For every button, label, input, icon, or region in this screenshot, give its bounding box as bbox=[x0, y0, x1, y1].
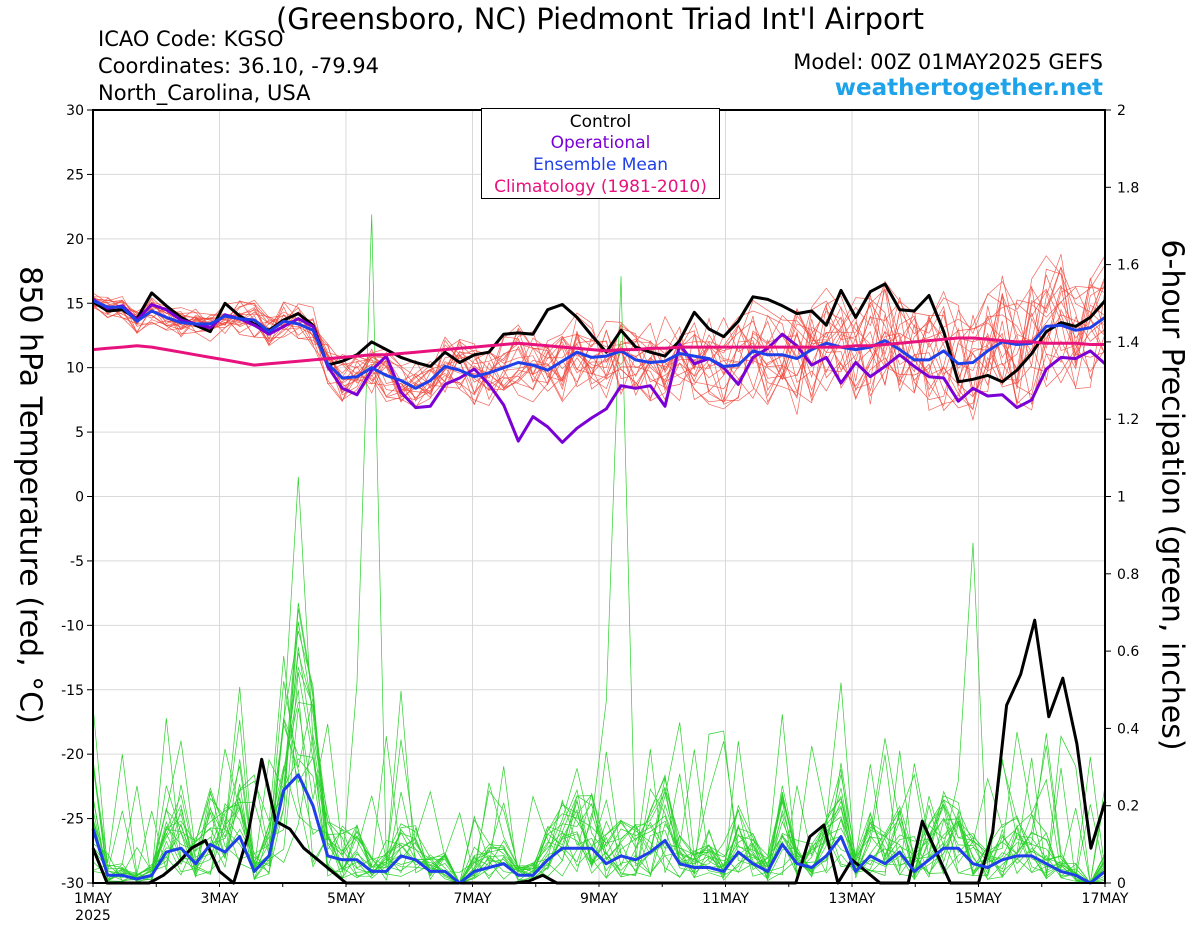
icao-code: ICAO Code: KGSO bbox=[98, 27, 284, 51]
x-year-label: 2025 bbox=[75, 908, 111, 924]
y-tick-label-right: 0.2 bbox=[1117, 799, 1139, 815]
y-tick-label-right: 1 bbox=[1117, 490, 1126, 506]
y-tick-label-right: 1.4 bbox=[1117, 335, 1139, 351]
legend-climatology: Climatology (1981-2010) bbox=[494, 177, 707, 197]
legend-operational: Operational bbox=[550, 133, 651, 153]
temp-line-ensemble-mean bbox=[92, 299, 1106, 390]
temp-line-operational bbox=[92, 298, 1106, 444]
y-tick-label-right: 1.2 bbox=[1117, 412, 1139, 428]
model-run: Model: 00Z 01MAY2025 GEFS bbox=[793, 50, 1103, 74]
y-tick-label-left: -5 bbox=[70, 554, 84, 570]
legend-ensemble-mean: Ensemble Mean bbox=[532, 155, 669, 175]
x-tick-label: 9MAY bbox=[580, 891, 618, 907]
y-tick-label-left: -10 bbox=[61, 618, 84, 634]
y-tick-label-left: 0 bbox=[75, 490, 84, 506]
x-tick-label: 7MAY bbox=[453, 891, 491, 907]
region: North_Carolina, USA bbox=[98, 81, 311, 105]
precip-member-line bbox=[92, 647, 1106, 884]
y-tick-label-left: 15 bbox=[66, 296, 84, 312]
y-tick-label-right: 0.6 bbox=[1117, 644, 1139, 660]
temp-member-line bbox=[92, 265, 1106, 403]
y-tick-label-right: 0.4 bbox=[1117, 721, 1139, 737]
y-tick-label-right: 1.8 bbox=[1117, 180, 1139, 196]
y-tick-label-left: 5 bbox=[75, 425, 84, 441]
y-tick-label-left: 20 bbox=[66, 232, 84, 248]
y-tick-label-right: 2 bbox=[1117, 103, 1126, 119]
precip-member-line bbox=[92, 690, 1106, 884]
y-tick-label-left: 10 bbox=[66, 361, 84, 377]
legend: Control Operational Ensemble Mean Climat… bbox=[481, 108, 720, 199]
coordinates: Coordinates: 36.10, -79.94 bbox=[98, 54, 379, 78]
x-tick-label: 15MAY bbox=[955, 891, 1002, 907]
site-brand[interactable]: weathertogether.net bbox=[834, 75, 1103, 101]
precip-line-ensemble-mean bbox=[91, 773, 1106, 885]
y-tick-label-left: -20 bbox=[61, 747, 84, 763]
y-tick-label-right: 0.8 bbox=[1117, 567, 1139, 583]
legend-control: Control bbox=[569, 112, 632, 132]
x-tick-label: 3MAY bbox=[200, 891, 238, 907]
y-tick-label-left: -30 bbox=[61, 876, 84, 892]
y-tick-label-right: 1.6 bbox=[1117, 258, 1139, 274]
x-tick-label: 13MAY bbox=[829, 891, 876, 907]
x-tick-label: 5MAY bbox=[327, 891, 365, 907]
y-tick-label-left: -25 bbox=[61, 812, 84, 828]
chart-title: (Greensboro, NC) Piedmont Triad Int'l Ai… bbox=[275, 2, 925, 36]
temp-member-line bbox=[92, 275, 1106, 406]
temp-line-climatology-1981-2010- bbox=[92, 336, 1105, 367]
precip-member-line bbox=[92, 707, 1106, 884]
y-tick-label-right: 0 bbox=[1117, 876, 1126, 892]
precip-member-line bbox=[92, 608, 1106, 884]
y-tick-label-left: -15 bbox=[61, 683, 84, 699]
x-tick-label: 1MAY bbox=[74, 891, 112, 907]
temp-member-line bbox=[92, 288, 1106, 412]
x-tick-label: 17MAY bbox=[1082, 891, 1129, 907]
precip-member-line bbox=[92, 476, 1106, 884]
y-tick-label-left: 25 bbox=[66, 167, 84, 183]
x-tick-label: 11MAY bbox=[702, 891, 749, 907]
y-tick-label-left: 30 bbox=[66, 103, 84, 119]
precip-member-line bbox=[92, 631, 1106, 884]
temp-member-line bbox=[92, 280, 1106, 407]
